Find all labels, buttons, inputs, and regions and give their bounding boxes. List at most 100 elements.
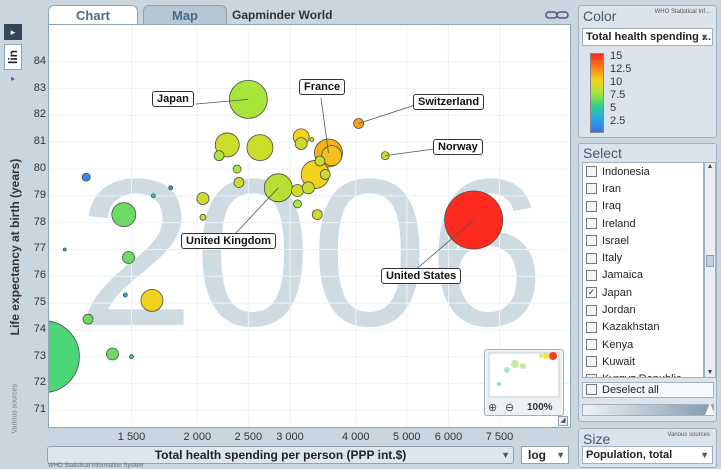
country-label: Kenya (602, 338, 634, 351)
bubble[interactable] (246, 134, 274, 162)
resize-handle-icon[interactable]: ◢ (558, 416, 568, 426)
bubble[interactable] (150, 193, 156, 199)
minimap[interactable]: ⊕ ⊖ 100% (484, 349, 564, 416)
bubble[interactable] (49, 320, 80, 393)
checkbox[interactable] (586, 321, 597, 333)
slider-thumb[interactable] (705, 403, 715, 415)
bubble[interactable] (122, 251, 135, 264)
y-tick-label: 73 (33, 349, 46, 362)
link-icon[interactable] (545, 9, 569, 21)
country-label: Jordan (602, 304, 636, 317)
scroll-up-icon[interactable]: ▲ (706, 163, 714, 170)
country-item-iran[interactable]: Iran (583, 180, 703, 197)
color-indicator-select[interactable]: Total health spending ... ▼ (582, 28, 713, 46)
color-panel-title: Color (583, 8, 617, 24)
y-scale-lin-button[interactable]: lin (4, 44, 22, 70)
tab-chart[interactable]: Chart (48, 5, 138, 25)
x-tick-label: 2 500 (234, 431, 263, 443)
tab-map[interactable]: Map (143, 5, 227, 25)
size-indicator-select[interactable]: Population, total ▼ (582, 446, 713, 464)
bubble[interactable] (196, 192, 210, 205)
bubble[interactable] (232, 164, 242, 174)
country-item-kazakhstan[interactable]: Kazakhstan (583, 319, 703, 336)
country-item-jamaica[interactable]: Jamaica (583, 267, 703, 284)
bubble[interactable] (111, 202, 137, 228)
country-label: Kuwait (602, 355, 636, 368)
checkbox-checked[interactable]: ✓ (586, 287, 597, 299)
y-tick-label: 75 (33, 296, 46, 309)
checkbox[interactable] (586, 218, 597, 230)
country-item-ireland[interactable]: Ireland (583, 215, 703, 232)
bubble[interactable] (291, 184, 304, 197)
bubble[interactable] (314, 155, 326, 167)
bubble[interactable] (168, 185, 174, 191)
checkbox[interactable] (586, 183, 597, 195)
x-scale-select[interactable]: log ▼ (521, 446, 569, 464)
checkbox[interactable] (586, 339, 597, 351)
country-item-kyrgyz-republic[interactable]: Kyrgyz Republic (583, 371, 703, 377)
bubble[interactable] (309, 137, 315, 142)
y-scale-arrow-icon[interactable]: ▸ (10, 74, 15, 83)
bubble-switzerland[interactable] (353, 118, 365, 129)
bubble[interactable] (199, 213, 207, 221)
country-list-scrollbar[interactable]: ▲ ▼ (704, 162, 716, 378)
bubble[interactable] (106, 347, 119, 361)
checkbox[interactable] (586, 304, 597, 316)
x-tick-label: 3 000 (276, 431, 304, 443)
legend-label: 15 (610, 50, 623, 62)
deselect-all-button[interactable]: Deselect all (582, 382, 714, 398)
x-axis-indicator-select[interactable]: Total health spending per person (PPP in… (47, 446, 514, 464)
bubble[interactable] (122, 292, 128, 298)
legend-label: 12.5 (610, 63, 632, 75)
callout-japan[interactable]: Japan (152, 91, 194, 107)
checkbox[interactable] (586, 356, 597, 368)
country-item-jordan[interactable]: Jordan (583, 301, 703, 318)
scroll-thumb[interactable] (706, 255, 714, 267)
bubble[interactable] (321, 145, 343, 167)
country-label: Italy (602, 252, 623, 265)
country-item-indonesia[interactable]: Indonesia (583, 163, 703, 180)
scroll-down-icon[interactable]: ▼ (706, 369, 714, 376)
y-scale-menu-button[interactable]: ▸ (4, 24, 22, 40)
checkbox[interactable] (586, 235, 597, 247)
y-tick-label: 76 (33, 269, 46, 282)
callout-united-kingdom[interactable]: United Kingdom (181, 233, 276, 249)
bubble[interactable] (294, 137, 308, 150)
country-list[interactable]: Indonesia Iran Iraq Ireland Israel Italy Jamai… (582, 162, 704, 378)
bubble[interactable] (213, 150, 225, 162)
country-item-japan[interactable]: ✓ Japan (583, 284, 703, 301)
bubble[interactable] (233, 177, 245, 188)
bubble[interactable] (62, 247, 67, 252)
callout-norway[interactable]: Norway (433, 139, 483, 155)
color-panel-source: WHO Statistical Inf... (654, 9, 710, 15)
bubble[interactable] (293, 199, 302, 209)
checkbox[interactable] (586, 373, 597, 377)
bubble[interactable] (82, 313, 94, 325)
size-panel-source: Various sources (667, 432, 710, 438)
country-item-kuwait[interactable]: Kuwait (583, 353, 703, 370)
bubble[interactable] (301, 181, 315, 195)
bubble-chart[interactable]: 2006 (49, 25, 571, 428)
country-label: Iraq (602, 200, 621, 213)
country-item-italy[interactable]: Italy (583, 249, 703, 266)
bubble[interactable] (81, 172, 91, 182)
bubble[interactable] (129, 354, 134, 360)
checkbox[interactable] (586, 200, 597, 212)
callout-united-states[interactable]: United States (381, 268, 462, 284)
bubble-united-kingdom[interactable] (263, 173, 293, 203)
callout-switzerland[interactable]: Switzerland (413, 94, 485, 110)
country-item-iraq[interactable]: Iraq (583, 198, 703, 215)
zoom-out-icon[interactable]: ⊖ (505, 402, 515, 414)
country-item-kenya[interactable]: Kenya (583, 336, 703, 353)
bubble[interactable] (319, 169, 331, 180)
callout-france[interactable]: France (299, 79, 346, 95)
country-item-israel[interactable]: Israel (583, 232, 703, 249)
bubble[interactable] (311, 209, 323, 221)
bubble[interactable] (140, 288, 164, 312)
zoom-in-icon[interactable]: ⊕ (488, 402, 498, 414)
deselect-all-label: Deselect all (602, 384, 659, 396)
checkbox[interactable] (586, 252, 597, 264)
checkbox[interactable] (586, 269, 597, 281)
opacity-slider[interactable] (582, 403, 715, 416)
checkbox[interactable] (586, 166, 597, 178)
